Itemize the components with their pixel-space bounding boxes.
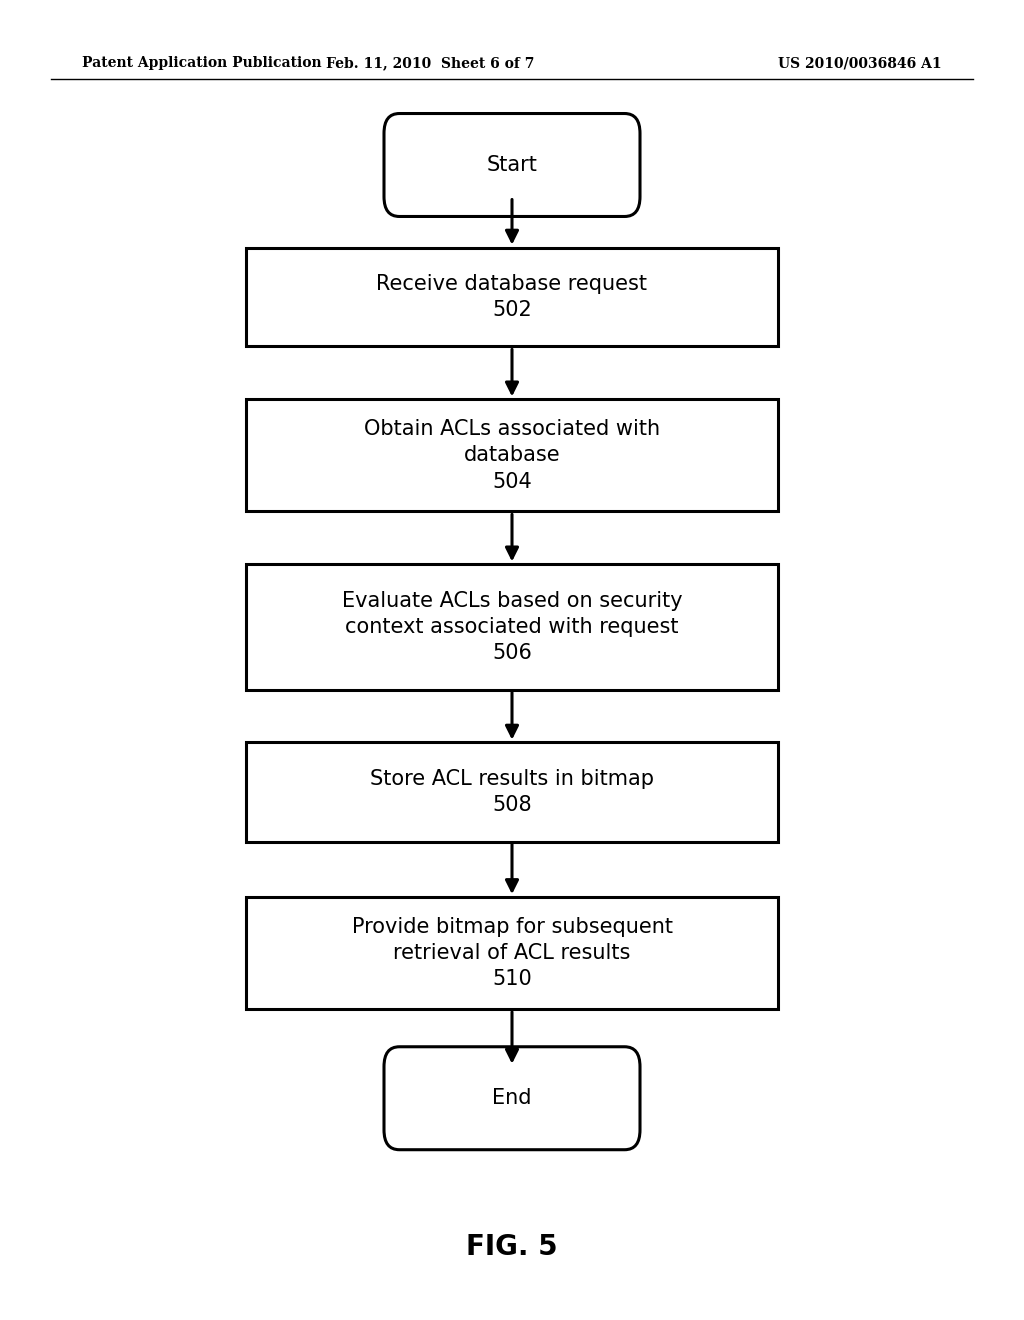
Text: Receive database request
502: Receive database request 502 (377, 273, 647, 321)
FancyBboxPatch shape (384, 114, 640, 216)
Text: Patent Application Publication: Patent Application Publication (82, 57, 322, 70)
Text: US 2010/0036846 A1: US 2010/0036846 A1 (778, 57, 942, 70)
FancyBboxPatch shape (246, 399, 778, 511)
Text: Store ACL results in bitmap
508: Store ACL results in bitmap 508 (370, 768, 654, 816)
FancyBboxPatch shape (246, 248, 778, 346)
Text: Feb. 11, 2010  Sheet 6 of 7: Feb. 11, 2010 Sheet 6 of 7 (326, 57, 535, 70)
FancyBboxPatch shape (384, 1047, 640, 1150)
Text: Obtain ACLs associated with
database
504: Obtain ACLs associated with database 504 (364, 418, 660, 492)
Text: FIG. 5: FIG. 5 (466, 1233, 558, 1262)
FancyBboxPatch shape (246, 565, 778, 689)
Text: Start: Start (486, 154, 538, 176)
Text: Provide bitmap for subsequent
retrieval of ACL results
510: Provide bitmap for subsequent retrieval … (351, 916, 673, 990)
Text: End: End (493, 1088, 531, 1109)
Text: Evaluate ACLs based on security
context associated with request
506: Evaluate ACLs based on security context … (342, 590, 682, 664)
FancyBboxPatch shape (246, 742, 778, 842)
FancyBboxPatch shape (246, 898, 778, 1008)
